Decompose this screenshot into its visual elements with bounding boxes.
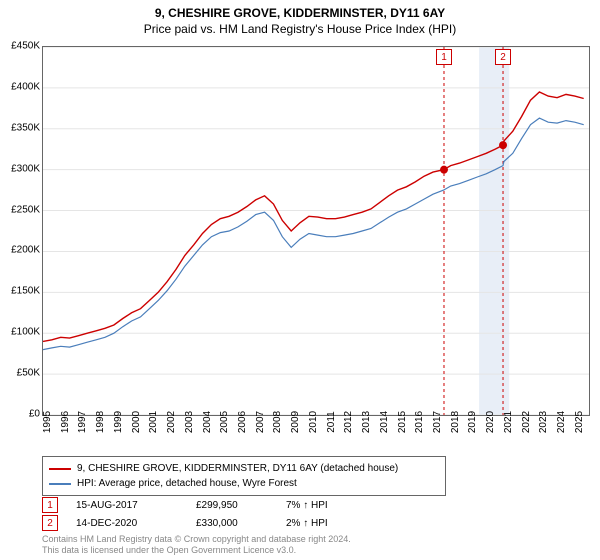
xtick-label: 2007 [255,411,266,433]
marker-pct-1: 7% ↑ HPI [286,500,366,511]
xtick-label: 1997 [77,411,88,433]
ytick-label: £100K [0,327,40,338]
xtick-label: 2024 [556,411,567,433]
legend-label-2: HPI: Average price, detached house, Wyre… [77,476,297,491]
marker-row-1: 1 15-AUG-2017 £299,950 7% ↑ HPI [42,496,366,514]
ytick-label: £200K [0,245,40,256]
xtick-label: 2017 [432,411,443,433]
xtick-label: 2021 [503,411,514,433]
xtick-label: 2015 [397,411,408,433]
title-address: 9, CHESHIRE GROVE, KIDDERMINSTER, DY11 6… [0,0,600,20]
ytick-label: £50K [0,368,40,379]
footer-line1: Contains HM Land Registry data © Crown c… [42,534,351,545]
footer-line2: This data is licensed under the Open Gov… [42,545,351,556]
xtick-label: 2013 [361,411,372,433]
marker-pct-2: 2% ↑ HPI [286,518,366,529]
marker-date-2: 14-DEC-2020 [76,518,196,529]
xtick-label: 2023 [538,411,549,433]
xtick-label: 2004 [202,411,213,433]
xtick-label: 1998 [95,411,106,433]
ytick-label: £350K [0,122,40,133]
xtick-label: 2025 [574,411,585,433]
xtick-label: 2008 [272,411,283,433]
marker-price-2: £330,000 [196,518,286,529]
legend-label-1: 9, CHESHIRE GROVE, KIDDERMINSTER, DY11 6… [77,461,398,476]
ytick-label: £450K [0,41,40,52]
marker-table: 1 15-AUG-2017 £299,950 7% ↑ HPI 2 14-DEC… [42,496,366,532]
plot-area: 1 2 [42,46,590,416]
legend-swatch-1 [49,468,71,470]
xtick-label: 2020 [485,411,496,433]
xtick-label: 2016 [414,411,425,433]
xtick-label: 2002 [166,411,177,433]
marker-badge-icon-1: 1 [42,497,58,513]
xtick-label: 2022 [521,411,532,433]
marker-row-2: 2 14-DEC-2020 £330,000 2% ↑ HPI [42,514,366,532]
xtick-label: 2005 [219,411,230,433]
xtick-label: 2006 [237,411,248,433]
xtick-label: 1996 [60,411,71,433]
ytick-label: £300K [0,163,40,174]
marker-badge-2: 2 [495,49,511,65]
xtick-label: 2014 [379,411,390,433]
marker-date-1: 15-AUG-2017 [76,500,196,511]
footer-note: Contains HM Land Registry data © Crown c… [42,534,351,556]
xtick-label: 1995 [42,411,53,433]
legend-item-1: 9, CHESHIRE GROVE, KIDDERMINSTER, DY11 6… [49,461,439,476]
title-subtitle: Price paid vs. HM Land Registry's House … [0,20,600,40]
xtick-label: 2001 [148,411,159,433]
legend-item-2: HPI: Average price, detached house, Wyre… [49,476,439,491]
xtick-label: 2011 [326,411,337,433]
xtick-label: 2012 [343,411,354,433]
chart-figure: 9, CHESHIRE GROVE, KIDDERMINSTER, DY11 6… [0,0,600,560]
xtick-label: 2010 [308,411,319,433]
xtick-label: 2019 [467,411,478,433]
xtick-label: 2018 [450,411,461,433]
ytick-label: £150K [0,286,40,297]
marker-badge-1: 1 [436,49,452,65]
xtick-label: 2000 [131,411,142,433]
marker-price-1: £299,950 [196,500,286,511]
xtick-label: 2003 [184,411,195,433]
ytick-label: £250K [0,204,40,215]
legend: 9, CHESHIRE GROVE, KIDDERMINSTER, DY11 6… [42,456,446,496]
legend-swatch-2 [49,483,71,485]
xtick-label: 1999 [113,411,124,433]
ytick-label: £0 [0,409,40,420]
xtick-label: 2009 [290,411,301,433]
ytick-label: £400K [0,81,40,92]
marker-badge-icon-2: 2 [42,515,58,531]
